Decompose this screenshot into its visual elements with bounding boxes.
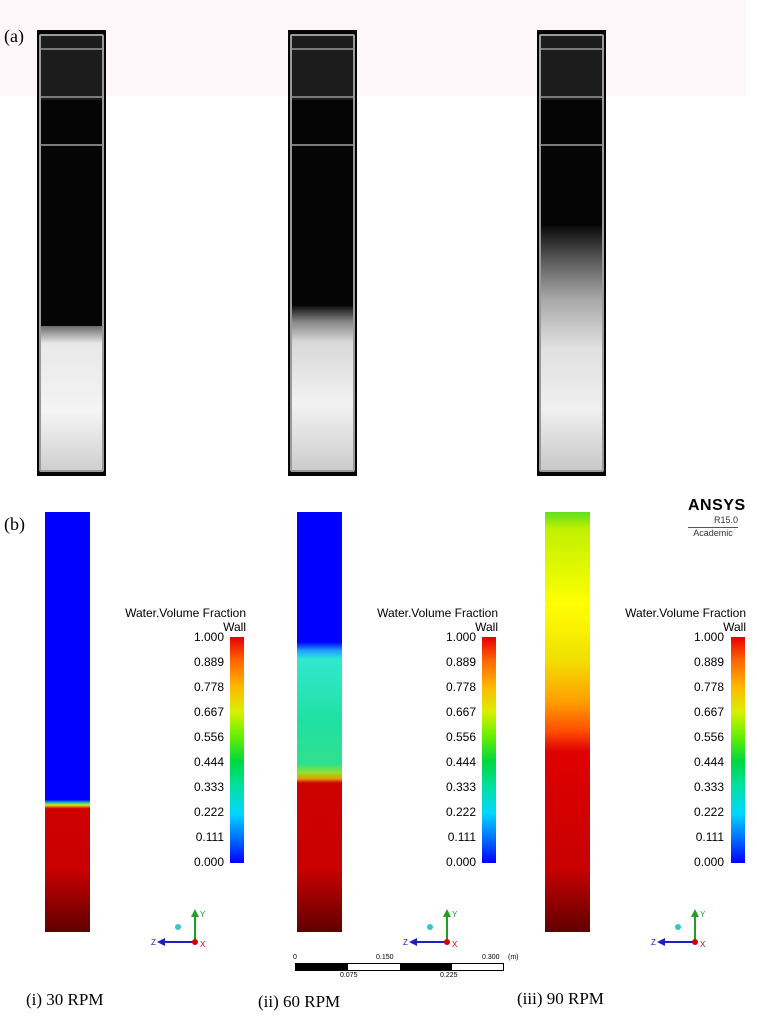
photo-background-band	[0, 0, 746, 96]
legend-title-3: Water.Volume Fraction Wall	[625, 606, 746, 634]
svg-text:Y: Y	[200, 910, 206, 919]
svg-text:X: X	[700, 940, 706, 949]
axis-triad-3: Y Z X	[651, 909, 706, 949]
svg-text:Z: Z	[403, 938, 408, 947]
svg-text:Z: Z	[151, 938, 156, 947]
photo-60rpm	[288, 30, 357, 476]
svg-text:X: X	[200, 940, 206, 949]
cfd-column-60rpm	[297, 512, 342, 932]
caption-90rpm: (iii) 90 RPM	[517, 989, 604, 1008]
photo-90rpm	[537, 30, 606, 476]
caption-60rpm: (ii) 60 RPM	[258, 992, 341, 1011]
panel-b-label: (b)	[4, 514, 25, 534]
legend-colorbar-1	[230, 637, 244, 863]
scale-bar: 0 0.150 0.300 (m) 0.075 0.225	[293, 954, 519, 979]
photo-30rpm	[37, 30, 106, 476]
legend-colorbar-2	[482, 637, 496, 863]
cfd-column-90rpm	[545, 512, 590, 932]
legend-title-1: Water.Volume Fraction Wall	[125, 606, 246, 634]
axis-triad-1: Y Z X	[151, 909, 206, 949]
panel-a-label: (a)	[4, 26, 24, 46]
svg-text:Y: Y	[700, 910, 706, 919]
legend-title-2: Water.Volume Fraction Wall	[377, 606, 498, 634]
axis-triad-2: Y Z X	[403, 909, 458, 949]
svg-text:Z: Z	[651, 938, 656, 947]
svg-text:Y: Y	[452, 910, 458, 919]
svg-text:X: X	[452, 940, 458, 949]
caption-30rpm: (i) 30 RPM	[26, 990, 104, 1009]
cfd-column-30rpm	[45, 512, 90, 932]
ansys-logo: ANSYS R15.0 Academic	[688, 497, 746, 538]
legend-colorbar-3	[731, 637, 745, 863]
